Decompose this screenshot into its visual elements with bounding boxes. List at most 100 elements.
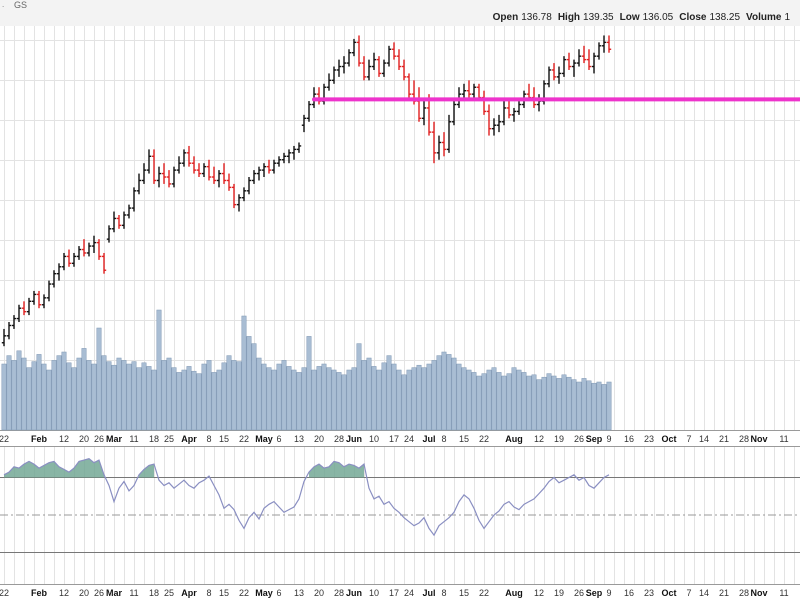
volume-bar (456, 363, 462, 431)
x-axis-day-label-top: 20 (314, 434, 324, 444)
volume-bar (216, 369, 222, 431)
price-bar (251, 170, 257, 184)
x-axis-day-label-top: 28 (334, 434, 344, 444)
price-bar (31, 290, 37, 305)
x-axis-day-label-top: 6 (276, 434, 281, 444)
price-bar (196, 163, 202, 178)
x-axis-month-label-bottom: Jul (422, 588, 435, 598)
volume-bar (356, 343, 362, 431)
volume-bar (211, 372, 217, 431)
x-axis-month-label-bottom: Apr (181, 588, 197, 598)
price-bar (471, 83, 477, 98)
ohlc-value-volume: 1 (784, 12, 790, 23)
volume-bar (266, 367, 272, 431)
price-bar (146, 149, 152, 174)
price-bar (96, 239, 102, 260)
price-bar (446, 114, 452, 153)
x-axis-day-label-top: 7 (686, 434, 691, 444)
volume-bar (291, 369, 297, 431)
volume-bar (241, 315, 247, 431)
price-bar (396, 49, 402, 70)
price-bar (26, 297, 32, 316)
price-bar (356, 35, 362, 67)
price-bar (421, 101, 427, 126)
x-axis-day-label-bottom: 19 (554, 588, 564, 598)
x-axis-day-label-top: 10 (369, 434, 379, 444)
volume-bar (546, 373, 552, 431)
price-bar (331, 66, 337, 84)
ohlc-label-volume: Volume (746, 12, 782, 23)
volume-bar (26, 367, 32, 431)
price-bar (566, 52, 572, 70)
volume-bar (361, 360, 367, 431)
volume-bar (436, 355, 442, 431)
ohlc-label-high: High (557, 12, 581, 23)
x-axis-day-label-top: 8 (441, 434, 446, 444)
x-axis-month-label-bottom: Nov (750, 588, 767, 598)
price-bar (366, 59, 372, 81)
volume-bar (16, 350, 22, 431)
x-axis-day-label-bottom: 16 (624, 588, 634, 598)
volume-bar (151, 369, 157, 431)
price-bar (546, 66, 552, 88)
ohlc-label-open: Open (492, 12, 519, 23)
ohlc-value-close: 138.25 (709, 12, 741, 23)
price-bar (326, 73, 332, 91)
x-axis-day-label-bottom: 28 (739, 588, 749, 598)
indicator-line (3, 458, 610, 537)
volume-bar (326, 367, 332, 431)
volume-bar (376, 369, 382, 431)
x-axis-day-label-top: 26 (94, 434, 104, 444)
price-bar (241, 187, 247, 202)
volume-bar (536, 379, 542, 431)
volume-bar (6, 355, 12, 431)
price-bar (551, 63, 557, 81)
volume-bar (71, 367, 77, 431)
volume-bar (451, 357, 457, 431)
price-bar (21, 301, 27, 316)
volume-bar (331, 369, 337, 431)
volume-bar (396, 369, 402, 431)
volume-bar (121, 360, 127, 431)
volume-bar (526, 375, 532, 431)
price-bar (441, 132, 447, 157)
price-bar (111, 211, 117, 233)
price-bar (496, 114, 502, 133)
volume-bar (381, 362, 387, 431)
volume-bar (276, 363, 282, 431)
x-axis-month-label-top: Sep (586, 434, 603, 444)
price-bar (511, 107, 517, 122)
price-bar (201, 163, 207, 178)
volume-bar (431, 360, 437, 431)
price-bar (171, 166, 177, 188)
price-bar (161, 163, 167, 184)
volume-bar (301, 367, 307, 431)
x-axis-month-label-bottom: Oct (661, 588, 676, 598)
x-axis-day-label-bottom: 11 (129, 588, 138, 598)
volume-bar (226, 355, 232, 431)
volume-bar (441, 351, 447, 431)
volume-bar (531, 374, 537, 431)
price-bar (336, 59, 342, 77)
x-axis-day-label-bottom: 21 (719, 588, 729, 598)
volume-bar (106, 361, 112, 431)
volume-bar (191, 370, 197, 431)
volume-bar (66, 362, 72, 431)
volume-bar (591, 382, 597, 431)
price-bar (61, 252, 67, 271)
x-axis-day-label-top: 13 (294, 434, 304, 444)
volume-bar (126, 363, 132, 431)
price-bar (231, 183, 237, 209)
volume-bar (461, 367, 467, 431)
x-axis-day-label-bottom: 13 (294, 588, 304, 598)
volume-bar (416, 364, 422, 431)
x-axis-day-label-bottom: 24 (404, 588, 414, 598)
price-bar (216, 170, 222, 188)
price-bar (186, 145, 192, 167)
x-axis-day-label-top: 26 (574, 434, 584, 444)
x-axis-month-label-top: Mar (106, 434, 123, 444)
x-axis-day-label-bottom: 22 (479, 588, 489, 598)
x-axis-day-label-top: 14 (699, 434, 709, 444)
volume-bar (96, 327, 102, 431)
